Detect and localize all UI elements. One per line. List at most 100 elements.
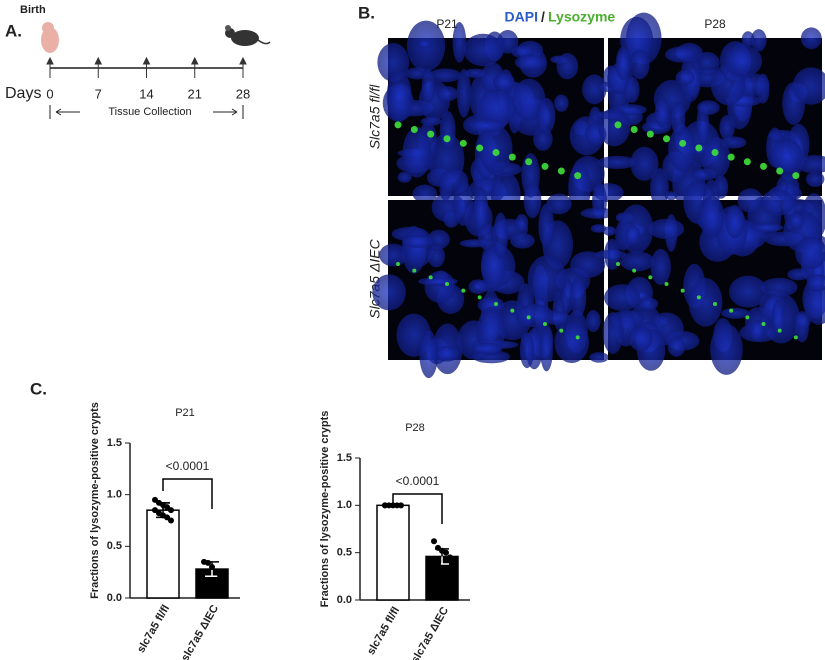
- tissue-blob: [421, 68, 435, 104]
- lysozyme-spot: [729, 308, 734, 313]
- lysozyme-spot: [575, 335, 580, 340]
- tissue-blob: [701, 136, 731, 179]
- tissue-blob: [417, 39, 432, 49]
- lysozyme-spot: [510, 308, 515, 313]
- tissue-blob: [751, 223, 784, 232]
- day-label: 0: [46, 86, 53, 101]
- tissue-blob: [556, 53, 579, 80]
- tissue-blob: [804, 283, 825, 325]
- data-point: [431, 538, 437, 545]
- stain-dapi: DAPI: [505, 9, 538, 25]
- tissue-blob: [412, 184, 438, 203]
- tissue-blob: [477, 223, 497, 251]
- tissue-blob: [671, 101, 686, 136]
- tissue-blob: [664, 191, 678, 201]
- lysozyme-spot: [664, 282, 669, 286]
- tissue-blob: [580, 207, 616, 219]
- tissue-blob: [424, 271, 456, 303]
- tissue-blob: [519, 332, 535, 369]
- tissue-blob: [725, 204, 745, 239]
- tissue-blob: [402, 127, 432, 178]
- lysozyme-spot: [526, 315, 531, 320]
- tissue-blob: [760, 277, 798, 297]
- day-label: 14: [139, 86, 153, 101]
- y-tick-label: 0.0: [337, 594, 352, 606]
- tissue-blob: [397, 171, 412, 183]
- tissue-blob: [629, 49, 650, 80]
- lysozyme-spot: [461, 288, 466, 293]
- lysozyme-spot: [695, 144, 703, 152]
- lysozyme-spot: [574, 172, 582, 180]
- tissue-blob: [619, 251, 655, 272]
- tissue-blob: [604, 238, 621, 270]
- data-point: [398, 502, 404, 509]
- tissue-blob: [795, 155, 825, 174]
- tissue-blob: [437, 86, 459, 102]
- tissue-blob: [628, 325, 653, 352]
- micrographs: [372, 12, 825, 379]
- tissue-blob: [419, 330, 438, 379]
- tissue-blob: [795, 236, 825, 270]
- tissue-blob: [516, 303, 554, 328]
- data-point: [443, 549, 449, 556]
- tissue-blob: [386, 70, 412, 123]
- tissue-blob: [794, 311, 811, 330]
- tissue-blob: [570, 276, 587, 318]
- tissue-blob: [536, 97, 556, 134]
- column-label: P28: [704, 17, 726, 31]
- lysozyme-spot: [394, 121, 402, 129]
- data-point: [168, 507, 174, 514]
- lysozyme-spot: [541, 162, 549, 170]
- tissue-blob: [800, 27, 822, 50]
- tissue-blob: [379, 243, 408, 267]
- lysozyme-spot: [559, 328, 564, 333]
- lysozyme-spot: [776, 167, 784, 175]
- lysozyme-spot: [557, 167, 565, 175]
- tissue-blob: [582, 74, 607, 105]
- y-tick-label: 1.0: [337, 499, 352, 511]
- day-tick: [142, 56, 151, 78]
- lysozyme-spot: [508, 153, 516, 161]
- panel-label: C.: [30, 379, 47, 398]
- y-tick-label: 1.5: [107, 437, 122, 449]
- tissue-blob: [620, 16, 654, 64]
- stain-separator: /: [541, 9, 545, 25]
- y-axis-label: Fractions of lysozyme-positive crypts: [89, 402, 101, 599]
- days-label: Days: [5, 85, 41, 102]
- mouse-icon: [225, 25, 271, 46]
- tissue-blob: [554, 94, 569, 112]
- tissue-blob: [624, 76, 640, 103]
- x-tick-label: slc7a5 ΔIEC: [409, 605, 451, 660]
- tissue-blob: [473, 186, 489, 236]
- tissue-blob: [806, 274, 825, 292]
- lysozyme-spot: [492, 149, 500, 157]
- lysozyme-spot: [396, 262, 400, 266]
- tissue-blob: [467, 119, 506, 132]
- lysozyme-spot: [477, 295, 482, 300]
- lysozyme-spot: [711, 149, 719, 157]
- tissue-blob: [741, 31, 755, 48]
- tissue-blob: [452, 22, 467, 63]
- tissue-blob: [402, 234, 434, 248]
- tissue-blob: [721, 307, 750, 319]
- day-tick: [94, 56, 103, 78]
- y-tick-label: 0.5: [107, 540, 122, 552]
- lysozyme-spot: [679, 139, 687, 147]
- lysozyme-spot: [793, 335, 798, 340]
- day-tick: [46, 56, 54, 78]
- timeline-group: 0 7 14 21 28: [46, 56, 250, 101]
- tissue-blob: [697, 100, 720, 115]
- birth-label: Birth: [20, 4, 46, 16]
- tissue-blob: [478, 124, 513, 174]
- tissue-blob: [615, 46, 631, 81]
- tissue-blob: [540, 326, 553, 372]
- y-tick-label: 1.0: [107, 489, 122, 501]
- tissue-blob: [527, 255, 567, 303]
- tissue-blob: [434, 345, 459, 362]
- tissue-blob: [668, 127, 696, 172]
- tissue-blob: [515, 214, 529, 232]
- tissue-blob: [749, 320, 765, 342]
- tissue-blob: [453, 179, 473, 226]
- lysozyme-spot: [761, 322, 766, 326]
- y-tick-label: 1.5: [337, 452, 352, 464]
